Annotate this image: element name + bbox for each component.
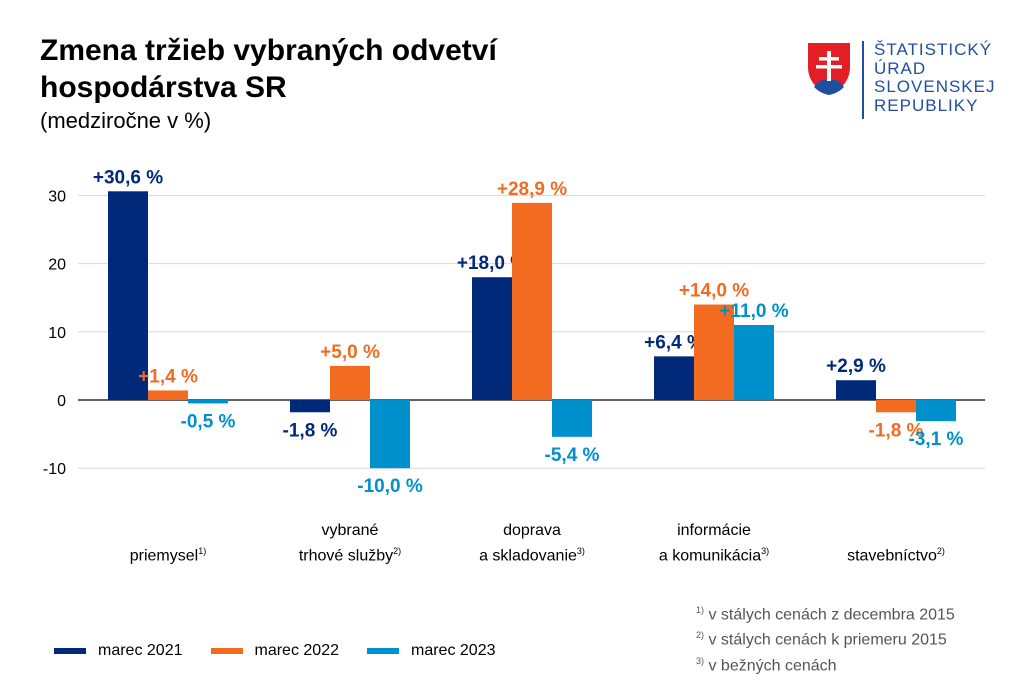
category-label-line: priemysel1) — [129, 546, 207, 565]
data-label: +1,4 % — [138, 366, 198, 387]
category-label-line: doprava — [503, 522, 561, 539]
data-label: -1,8 % — [283, 420, 338, 441]
bar — [876, 400, 916, 413]
y-tick-label: 10 — [48, 325, 66, 342]
bar — [512, 202, 552, 400]
bar — [552, 400, 592, 437]
data-label: -0,5 % — [181, 411, 236, 432]
data-label: +30,6 % — [93, 167, 163, 188]
footnote-mark: 1) — [198, 546, 207, 556]
bar — [370, 400, 410, 469]
bar — [108, 191, 148, 400]
footnote-mark: 2) — [936, 546, 945, 556]
category-label: vybrané trhové služby2) — [260, 520, 440, 566]
bar-chart: 30 20 10 0 -10 +30,6 % +1,4 % -0,5 % -1,8 % +5,0 … — [43, 167, 985, 497]
legend-swatch-2023 — [367, 648, 399, 654]
bar — [694, 304, 734, 400]
bar — [330, 365, 370, 400]
chart-subtitle: (medziročne v %) — [40, 108, 212, 133]
category-label-line: a skladovanie3) — [479, 546, 585, 565]
y-tick-label: 30 — [48, 188, 66, 205]
data-label: +5,0 % — [320, 342, 380, 363]
statistical-office-logo: ŠTATISTICKÝ ÚRAD SLOVENSKEJ REPUBLIKY — [806, 40, 996, 121]
org-line-3: SLOVENSKEJ — [874, 77, 996, 96]
legend-swatch-2022 — [210, 648, 243, 654]
bar — [188, 400, 228, 404]
y-tick-label: 0 — [57, 393, 66, 410]
bar — [654, 356, 694, 400]
data-label: -5,4 % — [545, 445, 600, 466]
category-label: priemysel1) — [78, 541, 258, 566]
category-label-line: vybrané — [321, 522, 379, 539]
category-label-line: informácie — [677, 522, 751, 539]
category-label: doprava a skladovanie3) — [442, 520, 622, 566]
footnote-3: 3) v bežných cenách — [696, 655, 837, 674]
category-label-line: a komunikácia3) — [658, 546, 770, 565]
legend-item-2023: marec 2023 — [367, 642, 496, 660]
legend-item-2021: marec 2021 — [54, 642, 183, 660]
data-label: -10,0 % — [357, 476, 423, 497]
data-label: +2,9 % — [826, 356, 886, 377]
data-label: +28,9 % — [497, 179, 567, 200]
y-tick-label: -10 — [43, 461, 66, 478]
bar — [290, 400, 330, 413]
organization-name: ŠTATISTICKÝ ÚRAD SLOVENSKEJ REPUBLIKY — [874, 40, 996, 115]
bar — [734, 324, 774, 400]
org-line-2: ÚRAD — [874, 58, 927, 78]
chart-title: Zmena tržieb vybraných odvetví hospodárs… — [40, 32, 497, 106]
data-label: +11,0 % — [719, 301, 788, 322]
footnote-mark: 2) — [393, 546, 402, 556]
chart-title-line-2: hospodárstva SR — [40, 71, 287, 104]
footnotes: 1) v stálych cenách z decembra 2015 2) v… — [696, 600, 955, 676]
category-label: stavebníctvo2) — [806, 541, 986, 566]
bar — [472, 277, 512, 400]
chart-title-line-1: Zmena tržieb vybraných odvetví — [40, 34, 497, 67]
data-label: -1,8 % — [869, 420, 924, 441]
footnote-mark: 3) — [576, 546, 585, 556]
bar — [148, 390, 188, 400]
legend-item-2022: marec 2022 — [210, 642, 340, 660]
category-label: informácie a komunikácia3) — [624, 520, 804, 566]
footnote-mark: 3) — [761, 546, 770, 556]
footnote-2: 2) v stálych cenách k priemeru 2015 — [696, 630, 947, 649]
slovak-coat-of-arms-icon — [808, 43, 850, 95]
bar — [916, 400, 956, 422]
org-line-1: ŠTATISTICKÝ — [874, 40, 993, 59]
chart-legend: marec 2021 marec 2022 marec 2023 — [54, 642, 524, 660]
data-label: -3,1 % — [909, 429, 964, 450]
category-label-line: stavebníctvo2) — [847, 546, 945, 565]
bar — [836, 380, 876, 400]
legend-label-2022: marec 2022 — [254, 642, 340, 659]
org-line-4: REPUBLIKY — [874, 95, 979, 115]
category-label-line: trhové služby2) — [298, 546, 402, 565]
data-label: +18,0 % — [457, 253, 527, 274]
legend-swatch-2021 — [54, 648, 86, 654]
data-label: +6,4 % — [644, 332, 704, 353]
y-tick-label: 20 — [48, 257, 66, 274]
legend-label-2023: marec 2023 — [411, 642, 496, 659]
legend-label-2021: marec 2021 — [98, 642, 183, 659]
logo-divider — [862, 41, 864, 119]
footnote-1: 1) v stálych cenách z decembra 2015 — [696, 605, 955, 624]
data-label: +14,0 % — [679, 281, 749, 302]
